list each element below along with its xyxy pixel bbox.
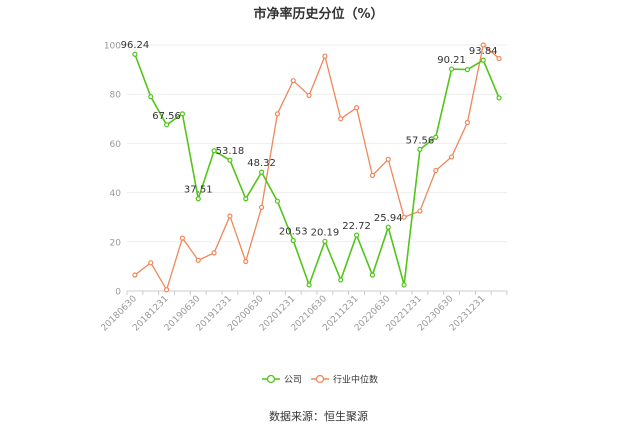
industry-data-point — [496, 55, 502, 62]
y-tick-label: 20 — [110, 238, 122, 248]
company-data-label: 37.51 — [184, 185, 213, 196]
industry-series-line — [134, 43, 500, 292]
industry-data-point — [401, 214, 407, 220]
industry-data-point — [433, 167, 439, 174]
company-data-point — [227, 157, 233, 163]
industry-data-point — [179, 235, 186, 241]
company-legend-marker — [266, 374, 276, 384]
company-data-point — [385, 224, 391, 230]
industry-legend-marker — [315, 374, 325, 384]
industry-data-point — [243, 258, 249, 265]
industry-data-point — [353, 105, 360, 111]
company-data-point — [417, 146, 423, 153]
company-data-point — [163, 122, 170, 128]
company-data-point — [243, 196, 249, 202]
company-data-point — [195, 196, 201, 202]
company-data-point — [369, 272, 376, 278]
company-data-label: 57.56 — [406, 135, 435, 146]
industry-data-point — [480, 42, 486, 48]
industry-data-point — [464, 119, 471, 126]
company-data-point — [338, 277, 344, 283]
industry-data-point — [448, 154, 455, 160]
industry-data-point — [385, 156, 391, 162]
company-data-point — [258, 169, 265, 175]
company-data-label: 20.53 — [279, 226, 308, 237]
industry-data-point — [322, 53, 328, 59]
industry-data-point — [338, 116, 344, 122]
y-tick-label: 0 — [115, 288, 121, 298]
y-tick-label: 40 — [110, 189, 122, 199]
industry-data-point — [148, 260, 154, 266]
company-data-point — [496, 95, 502, 101]
company-legend-label: 公司 — [284, 375, 302, 386]
company-data-point — [353, 232, 360, 238]
company-series-line — [134, 53, 500, 288]
chart-title: 市净率历史分位（%） — [253, 7, 384, 22]
data-source: 数据来源：恒生聚源 — [269, 410, 368, 423]
industry-data-point — [211, 250, 217, 256]
company-data-label: 20.19 — [311, 227, 340, 238]
company-data-label: 96.24 — [121, 40, 150, 51]
industry-data-point — [306, 92, 312, 99]
company-data-point — [274, 198, 281, 204]
company-data-label: 67.56 — [152, 111, 181, 122]
y-tick-label: 80 — [110, 91, 122, 101]
industry-data-point — [258, 204, 265, 210]
industry-data-point — [417, 208, 423, 214]
company-data-label: 48.32 — [247, 158, 276, 169]
industry-data-point — [163, 287, 170, 293]
industry-data-point — [227, 213, 233, 219]
company-data-point — [401, 282, 407, 288]
company-data-point — [132, 51, 138, 57]
company-data-point — [179, 111, 186, 117]
company-data-point — [322, 238, 328, 244]
industry-legend-label: 行业中位数 — [333, 374, 378, 386]
y-tick-label: 100 — [104, 42, 121, 52]
company-data-label: 93.84 — [469, 46, 498, 57]
industry-data-point — [290, 78, 296, 84]
y-tick-label: 60 — [110, 140, 122, 150]
company-data-point — [464, 66, 471, 73]
company-data-point — [306, 282, 312, 288]
company-data-point — [448, 66, 455, 72]
company-data-point — [290, 237, 296, 244]
company-data-label: 53.18 — [216, 146, 245, 157]
industry-data-point — [132, 272, 138, 278]
company-data-point — [148, 94, 154, 100]
industry-data-point — [274, 111, 281, 117]
company-data-point — [211, 148, 217, 154]
company-data-label: 25.94 — [374, 213, 403, 224]
company-data-point — [433, 134, 439, 140]
industry-data-point — [195, 257, 201, 263]
industry-data-point — [369, 172, 376, 178]
company-data-point — [480, 57, 486, 63]
company-data-label: 22.72 — [342, 221, 371, 232]
company-data-label: 90.21 — [437, 55, 466, 66]
